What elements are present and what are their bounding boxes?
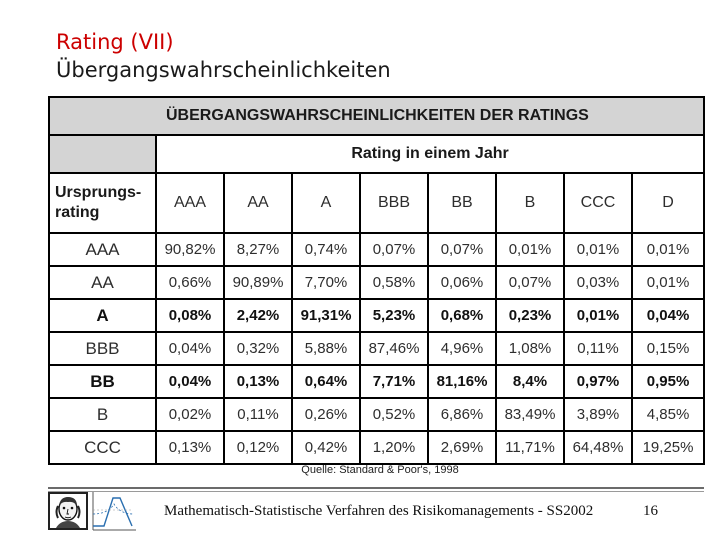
table-cell: 0,03% [563, 265, 633, 300]
row-label: BB [48, 364, 157, 399]
table-cell: 5,23% [359, 298, 429, 333]
table-cell: 1,20% [359, 430, 429, 465]
table-cell: 11,71% [495, 430, 565, 465]
table-cell: 0,68% [427, 298, 497, 333]
table-cell: 2,42% [223, 298, 293, 333]
table-row: BB 0,04% 0,13% 0,64% 7,71% 81,16% 8,4% 0,97% 0,9… [48, 364, 706, 399]
table-cell: 4,96% [427, 331, 497, 366]
table-cell: 64,48% [563, 430, 633, 465]
table-cell: 0,01% [495, 232, 565, 267]
row-label: AAA [48, 232, 157, 267]
table-cell: 87,46% [359, 331, 429, 366]
row-label: A [48, 298, 157, 333]
table-cell: 0,64% [291, 364, 361, 399]
table-cell: 0,04% [155, 331, 225, 366]
group-heading: Rating in einem Jahr [154, 134, 706, 174]
table-heading: ÜBERGANGSWAHRSCHEINLICHKEITEN DER RATING… [156, 96, 706, 136]
table-cell: 0,12% [223, 430, 293, 465]
table-cell: 8,27% [223, 232, 293, 267]
slide-title-line2: Übergangswahrscheinlichkeiten [56, 58, 391, 82]
table-cell: 91,31% [291, 298, 361, 333]
table-cell: 4,85% [630, 397, 706, 432]
table-row: CCC 0,13% 0,12% 0,42% 1,20% 2,69% 11,71% 64,48%… [48, 430, 706, 465]
table-cell: 0,08% [155, 298, 225, 333]
table-cell: 81,16% [427, 364, 497, 399]
table-cell: 0,04% [630, 298, 706, 333]
table-cell: 0,11% [563, 331, 633, 366]
table-cell: 5,88% [291, 331, 361, 366]
table-cell: 0,23% [495, 298, 565, 333]
distribution-diagram-icon [88, 490, 138, 532]
portrait-logo-icon [48, 492, 88, 530]
page-number: 16 [643, 503, 658, 519]
slide-title: Rating (VII) Übergangswahrscheinlichkeit… [56, 28, 391, 84]
column-header: BB [427, 172, 497, 234]
footer-text: Mathematisch-Statistische Verfahren des … [164, 503, 594, 519]
table-cell: 0,97% [563, 364, 633, 399]
column-header: B [495, 172, 565, 234]
column-header: AAA [155, 172, 225, 234]
source-note: Quelle: Standard & Poor's, 1998 [301, 464, 459, 476]
column-header: A [291, 172, 361, 234]
footer-rule [48, 487, 704, 489]
table-heading-spacer [48, 96, 156, 136]
table-cell: 0,26% [291, 397, 361, 432]
table-row: A 0,08% 2,42% 91,31% 5,23% 0,68% 0,23% 0,01% 0,0… [48, 298, 706, 333]
table-cell: 7,71% [359, 364, 429, 399]
column-header: CCC [563, 172, 633, 234]
table-cell: 0,11% [223, 397, 293, 432]
origin-heading: Ursprungs-rating [48, 172, 157, 234]
column-header: AA [223, 172, 293, 234]
row-label: B [48, 397, 157, 432]
table-cell: 0,13% [223, 364, 293, 399]
table-cell: 0,32% [223, 331, 293, 366]
table-cell: 0,01% [630, 265, 706, 300]
table-cell: 0,74% [291, 232, 361, 267]
table-cell: 1,08% [495, 331, 565, 366]
table-cell: 0,01% [563, 232, 633, 267]
table-cell: 19,25% [630, 430, 706, 465]
column-header: D [630, 172, 706, 234]
table-cell: 90,89% [223, 265, 293, 300]
table-corner-cell [48, 134, 157, 174]
table-cell: 0,04% [155, 364, 225, 399]
table-cell: 0,95% [630, 364, 706, 399]
slide-title-line1: Rating (VII) [56, 30, 174, 54]
table-cell: 90,82% [155, 232, 225, 267]
footer-rule-thin [48, 491, 704, 492]
table-cell: 0,01% [630, 232, 706, 267]
table-cell: 0,42% [291, 430, 361, 465]
table-cell: 0,58% [359, 265, 429, 300]
row-label: BBB [48, 331, 157, 366]
table-cell: 0,15% [630, 331, 706, 366]
table-cell: 6,86% [427, 397, 497, 432]
table-row: AA 0,66% 90,89% 7,70% 0,58% 0,06% 0,07% 0,03% 0,… [48, 265, 706, 300]
table-cell: 0,07% [427, 232, 497, 267]
table-cell: 8,4% [495, 364, 565, 399]
table-cell: 0,07% [495, 265, 565, 300]
row-label: AA [48, 265, 157, 300]
table-row: B 0,02% 0,11% 0,26% 0,52% 6,86% 83,49% 3,89% 4,8… [48, 397, 706, 432]
row-label: CCC [48, 430, 157, 465]
table-cell: 3,89% [563, 397, 633, 432]
table-cell: 83,49% [495, 397, 565, 432]
table-row: BBB 0,04% 0,32% 5,88% 87,46% 4,96% 1,08% 0,11% 0… [48, 331, 706, 366]
table-cell: 0,13% [155, 430, 225, 465]
table-cell: 0,06% [427, 265, 497, 300]
table-cell: 2,69% [427, 430, 497, 465]
rating-table: ÜBERGANGSWAHRSCHEINLICHKEITEN DER RATING… [48, 96, 706, 465]
table-cell: 0,07% [359, 232, 429, 267]
table-cell: 0,66% [155, 265, 225, 300]
table-cell: 0,02% [155, 397, 225, 432]
table-cell: 7,70% [291, 265, 361, 300]
table-cell: 0,01% [563, 298, 633, 333]
table-cell: 0,52% [359, 397, 429, 432]
column-header: BBB [359, 172, 429, 234]
table-row: AAA 90,82% 8,27% 0,74% 0,07% 0,07% 0,01% 0,01% 0… [48, 232, 706, 267]
